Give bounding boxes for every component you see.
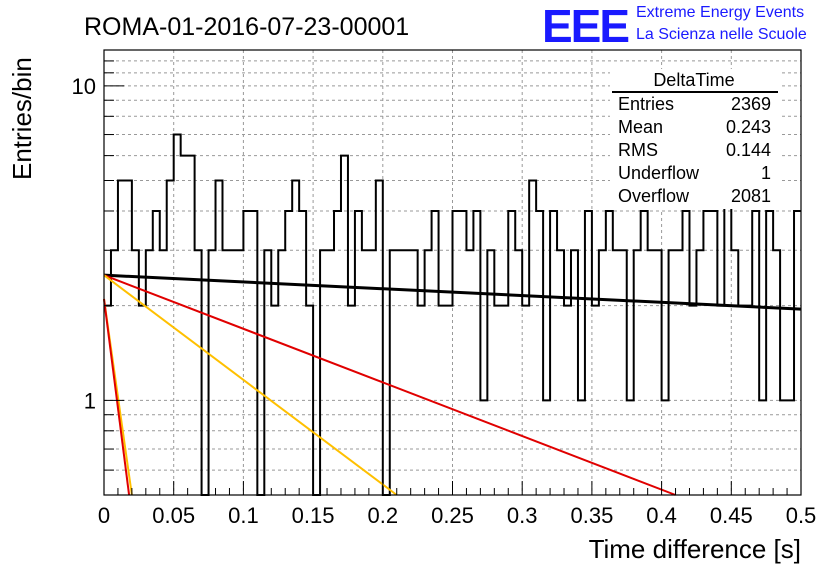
fit-line <box>103 298 131 496</box>
logo-line-2: La Scienza nelle Scuole <box>636 26 807 43</box>
stats-row-value: 0.243 <box>726 117 771 137</box>
eee-logo: EEE Extreme Energy Events La Scienza nel… <box>542 0 807 52</box>
histogram-series <box>104 133 801 496</box>
stats-row-label: Mean <box>618 117 663 137</box>
fit-line <box>103 274 676 496</box>
x-tick-label: 0.15 <box>292 503 335 528</box>
stats-rows: Entries 2369 Mean 0.243 RMS 0.144 Underflow 1 Ov… <box>618 94 771 206</box>
logo-line-1: Extreme Energy Events <box>636 4 804 21</box>
x-tick-label: 0.05 <box>152 503 195 528</box>
x-tick-label: 0.4 <box>646 503 677 528</box>
x-tick-label: 0 <box>98 503 110 528</box>
chart-title: ROMA-01-2016-07-23-00001 <box>84 13 409 41</box>
stats-row-value: 1 <box>761 163 771 183</box>
x-tick-label: 0.35 <box>570 503 613 528</box>
stats-row-value: 2369 <box>731 94 771 114</box>
x-tick-label: 0.1 <box>228 503 259 528</box>
stats-row-value: 0.144 <box>726 140 771 160</box>
x-tick-label: 0.3 <box>507 503 538 528</box>
histogram-outline <box>104 133 801 496</box>
stats-box: DeltaTime Entries 2369 Mean 0.243 RMS 0.144 Un… <box>610 69 780 209</box>
y-axis-label: Entries/bin <box>7 57 37 180</box>
axis-ticks: 0 0.05 0.1 0.15 0.2 0.25 0.3 0.35 0.4 0.45 0.5 1 10 <box>72 60 817 528</box>
x-tick-label: 0.25 <box>431 503 474 528</box>
stats-row-label: Entries <box>618 94 674 114</box>
y-tick-label: 10 <box>72 74 96 99</box>
y-tick-label: 1 <box>84 388 96 413</box>
x-tick-label: 0.5 <box>786 503 817 528</box>
fit-line <box>103 274 398 496</box>
logo-mark: EEE <box>542 0 628 52</box>
stats-row-value: 2081 <box>731 186 771 206</box>
fit-line <box>103 273 802 311</box>
stats-row-label: Underflow <box>618 163 700 183</box>
x-tick-label: 0.2 <box>368 503 399 528</box>
stats-title: DeltaTime <box>653 70 734 90</box>
x-tick-label: 0.45 <box>710 503 753 528</box>
x-axis-label: Time difference [s] <box>589 534 801 564</box>
stats-row-label: RMS <box>618 140 658 160</box>
stats-row-label: Overflow <box>618 186 690 206</box>
fit-lines <box>103 273 802 496</box>
